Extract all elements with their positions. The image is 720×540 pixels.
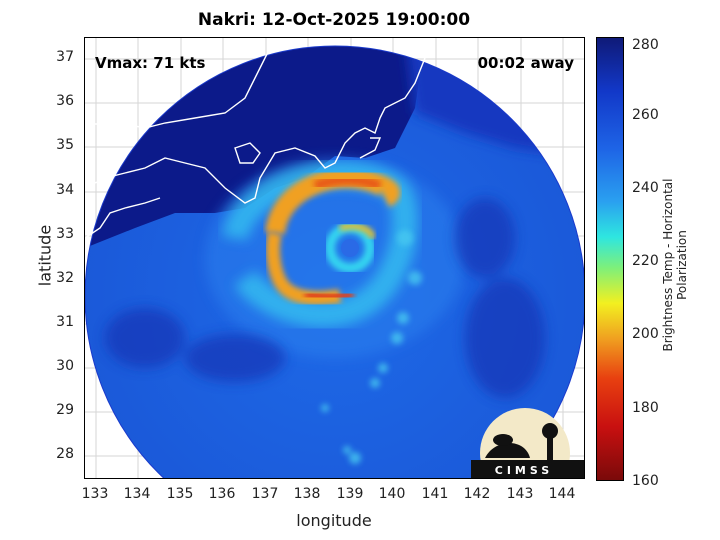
colorbar-tick: 180 [632, 400, 659, 416]
x-tick: 140 [378, 486, 406, 502]
colorbar-label: Brightness Temp - Horizontal Polarizatio… [661, 178, 689, 352]
colorbar-tick: 240 [632, 180, 659, 196]
y-tick: 29 [56, 402, 74, 418]
colorbar [596, 37, 624, 481]
x-tick: 139 [336, 486, 364, 502]
y-tick: 35 [56, 137, 74, 153]
x-tick: 134 [123, 486, 151, 502]
y-tick: 33 [56, 226, 74, 242]
coastline [85, 38, 431, 239]
colorbar-tick: 280 [632, 37, 659, 53]
colorbar-tick: 160 [632, 473, 659, 489]
y-tick: 34 [56, 182, 74, 198]
x-tick: 142 [463, 486, 491, 502]
x-tick: 135 [166, 486, 194, 502]
vmax-label: Vmax: 71 kts [95, 54, 206, 72]
x-tick: 144 [548, 486, 576, 502]
time-offset-label: 00:02 away [477, 54, 574, 72]
y-axis-label: latitude [35, 224, 55, 287]
x-tick: 138 [293, 486, 321, 502]
map-title: Nakri: 12-Oct-2025 19:00:00 [197, 10, 471, 30]
y-tick: 36 [56, 93, 74, 109]
x-tick: 136 [208, 486, 236, 502]
microwave-swath-image [85, 38, 584, 478]
x-tick: 137 [251, 486, 279, 502]
y-tick: 31 [56, 314, 74, 330]
x-tick: 133 [81, 486, 109, 502]
x-tick: 143 [506, 486, 534, 502]
colorbar-tick: 200 [632, 326, 659, 342]
colorbar-tick: 220 [632, 253, 659, 269]
colorbar-tick: 260 [632, 107, 659, 123]
cimss-logo-text: CIMSS [494, 464, 554, 477]
y-tick: 37 [56, 49, 74, 65]
x-tick: 141 [421, 486, 449, 502]
y-tick: 28 [56, 446, 74, 462]
y-tick: 32 [56, 270, 74, 286]
y-tick: 30 [56, 358, 74, 374]
cimss-logo [471, 408, 584, 478]
map-plot-area: Vmax: 71 kts 00:02 away [84, 37, 585, 479]
x-axis-label: longitude [296, 511, 372, 530]
